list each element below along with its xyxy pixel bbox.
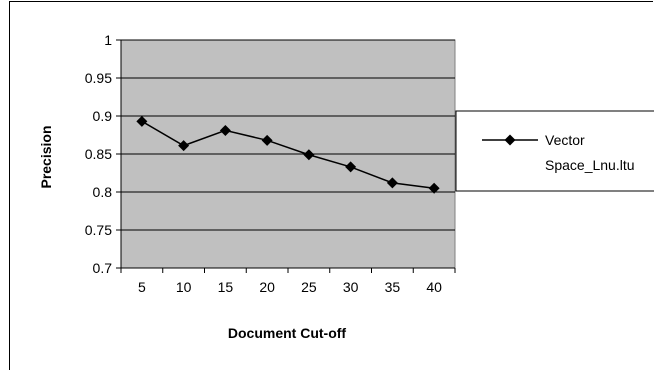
x-tick-label: 10 xyxy=(176,279,192,295)
series-line xyxy=(141,120,435,189)
y-tick-label: 0.7 xyxy=(93,260,113,276)
legend-label-line1: Vector xyxy=(545,132,585,148)
plot-area xyxy=(120,39,456,269)
axes xyxy=(116,39,456,273)
x-tick-label: 25 xyxy=(301,279,317,295)
data-point-marker xyxy=(178,140,190,152)
x-tick-label: 30 xyxy=(343,279,359,295)
y-tick-label: 0.8 xyxy=(93,184,113,200)
legend: Vector Space_Lnu.ltu xyxy=(455,110,654,192)
x-tick-label: 35 xyxy=(385,279,401,295)
y-tick-label: 0.9 xyxy=(93,108,113,124)
x-tick-label: 20 xyxy=(259,279,275,295)
x-tick-label: 15 xyxy=(218,279,234,295)
x-tick-label: 40 xyxy=(426,279,442,295)
data-point-marker xyxy=(345,161,357,173)
legend-box xyxy=(455,110,654,192)
y-tick-label: 1 xyxy=(104,32,112,48)
y-axis-title: Precision xyxy=(38,125,54,188)
y-tick-label: 0.95 xyxy=(85,70,112,86)
legend-label-line2: Space_Lnu.ltu xyxy=(545,157,635,173)
series-layer xyxy=(136,115,440,194)
y-tick-label: 0.75 xyxy=(85,222,112,238)
data-point-marker xyxy=(219,124,231,136)
y-tick-label: 0.85 xyxy=(85,146,112,162)
legend-marker-swatch xyxy=(504,134,516,146)
data-point-marker xyxy=(428,182,440,194)
data-point-marker xyxy=(386,177,398,189)
data-point-marker xyxy=(136,115,148,127)
x-tick-label: 5 xyxy=(138,279,146,295)
data-point-marker xyxy=(303,149,315,161)
data-point-marker xyxy=(261,134,273,146)
x-axis-title: Document Cut-off xyxy=(228,325,347,341)
